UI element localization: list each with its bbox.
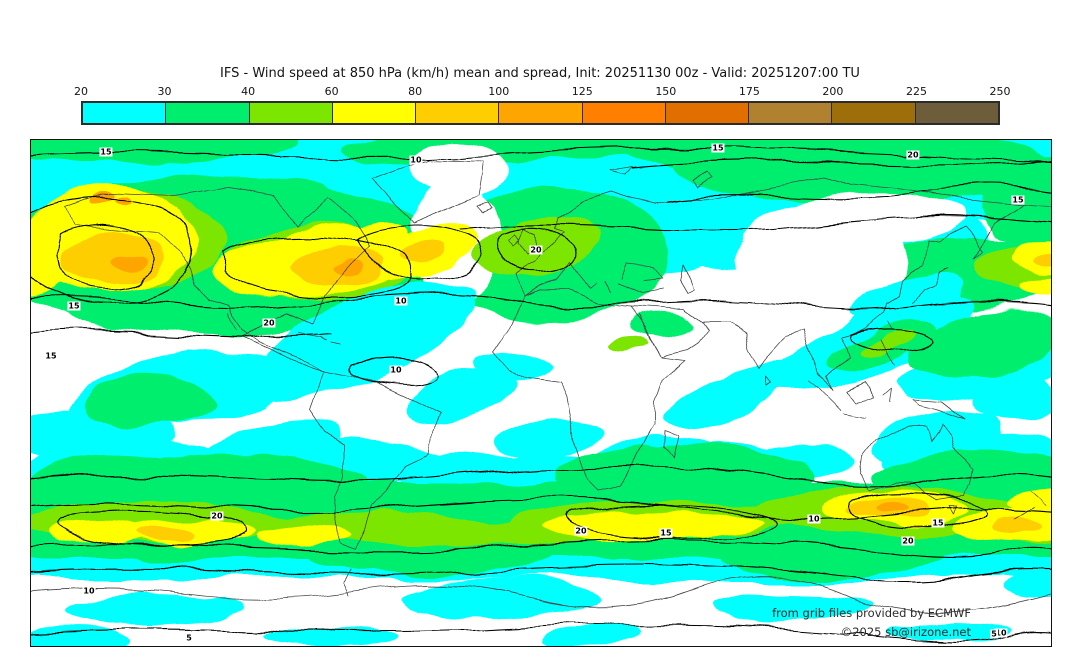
colorbar-tick-label: 125 — [571, 85, 593, 98]
colorbar-segment — [582, 103, 666, 123]
colorbar-tick-label: 30 — [157, 85, 172, 98]
colorbar-tick-label: 80 — [408, 85, 423, 98]
world-map: 15 10 15 20 15 20 15 20 10 10 15 20 20 15 10 15 20 10 10 5 5… — [30, 139, 1052, 647]
colorbar-tick-label: 150 — [655, 85, 677, 98]
colorbar-tick-label: 40 — [241, 85, 256, 98]
colorbar-segment — [249, 103, 333, 123]
colorbar-tick-label: 100 — [488, 85, 510, 98]
wind-speed-fill-field — [31, 140, 1051, 646]
wind-speed-map-canvas — [31, 140, 1051, 646]
colorbar — [81, 101, 1000, 125]
colorbar-segment — [915, 103, 998, 123]
colorbar-segment — [499, 103, 583, 123]
colorbar-tick-label: 250 — [989, 85, 1011, 98]
colorbar-tick-label: 175 — [738, 85, 760, 98]
colorbar-segment — [166, 103, 250, 123]
attribution-copyright: ©2025 sb@irizone.net — [840, 625, 971, 639]
colorbar-ticks: 20 30 40 60 80 100 125 150 175 200 225 250 — [74, 85, 1011, 98]
chart-title: IFS - Wind speed at 850 hPa (km/h) mean … — [220, 66, 860, 81]
colorbar-tick-label: 20 — [74, 85, 88, 98]
colorbar-tick-label: 225 — [905, 85, 927, 98]
colorbar-tick-label: 200 — [822, 85, 844, 98]
colorbar-tick-label: 60 — [324, 85, 339, 98]
colorbar-segment — [665, 103, 750, 123]
colorbar-segment — [832, 103, 916, 123]
spread-contours — [31, 145, 1051, 642]
colorbar-segment — [416, 103, 500, 123]
colorbar-segment — [749, 103, 833, 123]
colorbar-segment — [83, 103, 167, 123]
colorbar-segment — [332, 103, 417, 123]
attribution-source: from grib files provided by ECMWF — [772, 606, 971, 620]
